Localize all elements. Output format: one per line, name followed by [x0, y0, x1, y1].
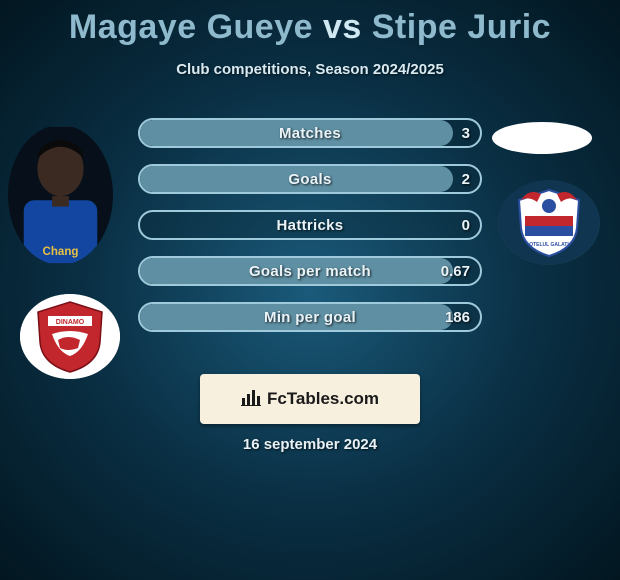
chart-icon	[241, 388, 261, 411]
player1-name: Magaye Gueye	[69, 8, 313, 46]
stat-row-hattricks: Hattricks 0	[138, 210, 482, 240]
stat-value: 186	[445, 309, 470, 326]
brand-box[interactable]: FcTables.com	[200, 374, 420, 424]
stat-label: Hattricks	[140, 212, 480, 238]
stat-row-gpm: Goals per match 0.67	[138, 256, 482, 286]
stat-value: 0	[462, 217, 470, 234]
player1-avatar: Chang	[8, 125, 113, 265]
stat-label: Goals	[140, 166, 480, 192]
svg-text:DINAMO: DINAMO	[56, 319, 85, 326]
club2-crest: OTELUL GALATI	[498, 180, 600, 265]
stat-row-matches: Matches 3	[138, 118, 482, 148]
brand-text: FcTables.com	[267, 389, 379, 409]
stat-label: Min per goal	[140, 304, 480, 330]
club1-crest: DINAMO	[20, 294, 120, 379]
player2-name: Stipe Juric	[372, 8, 551, 46]
stat-label: Matches	[140, 120, 480, 146]
page-title: Magaye Gueye vs Stipe Juric	[0, 0, 620, 47]
stat-value: 2	[462, 171, 470, 188]
stat-row-mpg: Min per goal 186	[138, 302, 482, 332]
stat-row-goals: Goals 2	[138, 164, 482, 194]
date-text: 16 september 2024	[0, 436, 620, 453]
stat-label: Goals per match	[140, 258, 480, 284]
svg-text:OTELUL GALATI: OTELUL GALATI	[529, 242, 569, 248]
stat-value: 0.67	[441, 263, 470, 280]
stat-value: 3	[462, 125, 470, 142]
player2-avatar	[492, 122, 592, 154]
svg-text:Chang: Chang	[43, 246, 79, 258]
vs-text: vs	[323, 8, 362, 46]
stats-area: Matches 3 Goals 2 Hattricks 0 Goals per …	[138, 118, 482, 348]
subtitle: Club competitions, Season 2024/2025	[0, 61, 620, 78]
